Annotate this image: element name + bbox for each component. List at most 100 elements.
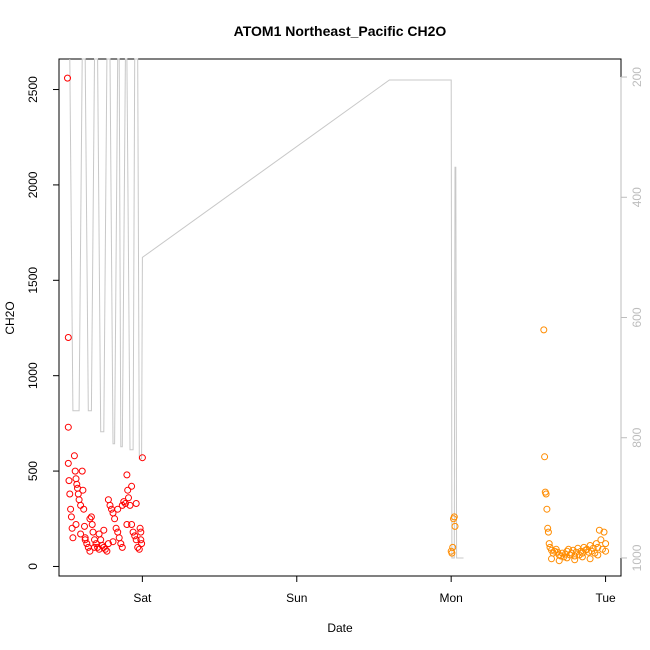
series-1-point [86,547,94,555]
pressure-line-layer [69,58,464,559]
series-1-point [112,524,120,532]
x-axis: Sat Sun Mon Tue [133,575,616,605]
series-1-point [104,496,112,504]
y2-tick-label: 1000 [630,544,644,571]
series-1-point [77,501,85,509]
series-1-point [86,515,94,523]
series-2-point [551,547,559,555]
series-1-point [97,536,105,544]
series-1-point [101,545,109,553]
y-tick-label: 2500 [26,76,40,103]
series-1-point [108,505,115,513]
y-tick-label: 0 [26,563,40,570]
series-1-point [106,501,114,509]
series-2-point [544,524,552,532]
series-1-point [135,545,143,553]
series-1-point [68,524,76,532]
series-1-point [72,521,80,528]
series-1-point [138,540,146,548]
chart-title: ATOM1 Northeast_Pacific CH2O [234,23,447,39]
series-1-point [69,534,77,542]
series-1-point [67,513,75,521]
series-1-point [75,496,83,504]
series-2-point [544,528,552,536]
series-2-point [555,557,563,565]
series-2-point [450,513,458,521]
x-tick-label: Sat [133,591,152,605]
series-2-point [571,552,579,560]
series-2-point [592,540,600,548]
series-1-point [88,521,96,528]
series-1-point [129,528,137,536]
series-2-point [578,553,586,561]
series-1-point [66,490,74,498]
series-1-point [124,486,132,494]
series-2-point [451,522,459,530]
series-1-point [137,528,145,536]
series-1-point [89,528,97,536]
series-1-point [111,515,119,523]
series-1-point [79,486,87,494]
series-1-point [81,536,89,544]
series-1-point [95,530,103,538]
series-2-point [540,326,548,334]
x-tick-label: Tue [595,591,616,605]
series-1-point [132,536,140,544]
x-tick-label: Sun [286,591,307,605]
y2-tick-label: 800 [630,427,644,447]
series-1-point [115,534,123,542]
series-2-point [541,453,549,461]
series-1-point [83,540,91,548]
series-2-point [543,505,551,513]
series-1-point [104,540,112,548]
y-axis-right: 200 400 600 800 1000 [620,67,644,571]
series-1-point [114,528,122,536]
series-2-point [571,556,579,564]
series-1-point [114,505,122,513]
series-2-point [558,549,566,557]
y-tick-label: 2000 [26,171,40,198]
series-2-point [597,536,605,544]
series-1-point [123,471,131,479]
series-1-point [103,547,111,555]
series-1-point [117,540,125,548]
series-1-point [73,480,81,488]
series-1-point [81,522,88,530]
series-1-point [67,505,75,513]
series-2-point [595,526,603,534]
series-2-point [545,540,553,548]
y2-tick-label: 200 [630,67,644,87]
series-1-point [131,532,139,540]
series-1-point [64,74,71,82]
points-layer [64,74,610,565]
y2-tick-label: 400 [630,187,644,207]
series-1-point [136,524,144,532]
series-2-point [594,551,602,559]
x-axis-label: Date [327,621,353,635]
series-1-point [128,521,136,528]
series-2-point [600,528,608,536]
series-2-point [602,547,610,555]
series-1-point [134,543,142,551]
series-2-point [594,543,602,551]
series-2-point [542,490,550,498]
series-1-point [70,452,78,460]
series-1-point [91,536,98,544]
y-tick-label: 500 [26,461,40,481]
series-1-point [64,334,72,341]
y-axis-left: 0 500 1000 1500 2000 2500 [26,76,60,570]
plot-frame [58,58,622,577]
y-tick-label: 1000 [26,362,40,389]
series-2-point [602,540,610,548]
series-1-point [92,540,100,548]
series-1-point [91,543,98,551]
series-2-point [586,555,594,563]
series-1-point [78,467,86,475]
series-2-point [548,555,555,563]
series-1-point [87,513,95,521]
y-tick-label: 1500 [26,267,40,294]
series-1-point [118,543,126,551]
series-1-point [109,538,117,546]
series-1-point [100,526,108,534]
series-1-point [123,521,131,528]
